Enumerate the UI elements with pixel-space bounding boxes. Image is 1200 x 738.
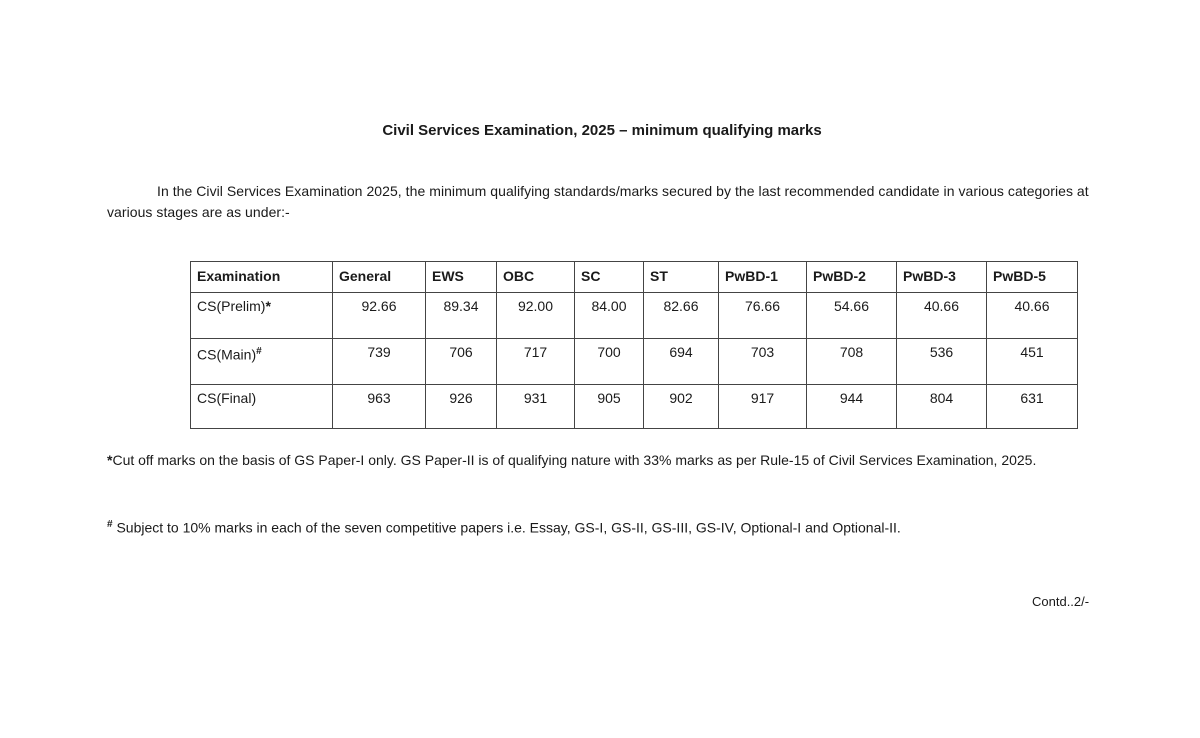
document-title: Civil Services Examination, 2025 – minim…: [382, 122, 822, 139]
column-header: PwBD-5: [986, 261, 1078, 293]
table-row: CS(Main)# 739 706 717 700 694 703 708 536 451: [190, 338, 1078, 385]
value-cell: 54.66: [806, 292, 897, 339]
row-label-cell: CS(Main)#: [190, 338, 333, 385]
column-header: SC: [574, 261, 644, 293]
value-cell: 717: [496, 338, 575, 385]
column-header: Examination: [190, 261, 333, 293]
value-cell: 40.66: [986, 292, 1078, 339]
value-cell: 694: [643, 338, 719, 385]
value-cell: 739: [332, 338, 426, 385]
value-cell: 703: [718, 338, 807, 385]
main-footnote: # Subject to 10% marks in each of the se…: [107, 514, 1107, 539]
footnote-mark: #: [256, 346, 262, 357]
main-footnote-text: Subject to 10% marks in each of the seve…: [112, 519, 901, 536]
value-cell: 963: [332, 384, 426, 429]
value-cell: 451: [986, 338, 1078, 385]
row-label-cell: CS(Final): [190, 384, 333, 429]
asterisk-mark: *: [107, 452, 113, 468]
prelim-footnote-text: Cut off marks on the basis of GS Paper-I…: [112, 452, 1037, 468]
table-row: CS(Prelim)* 92.66 89.34 92.00 84.00 82.66 76.6…: [190, 292, 1078, 339]
row-label: CS(Final): [197, 390, 257, 406]
value-cell: 40.66: [896, 292, 987, 339]
continued-label: Contd..2/-: [1032, 594, 1090, 609]
column-header: OBC: [496, 261, 575, 293]
value-cell: 706: [425, 338, 497, 385]
row-label: CS(Prelim): [197, 298, 266, 314]
column-header: EWS: [425, 261, 497, 293]
value-cell: 902: [643, 384, 719, 429]
value-cell: 76.66: [718, 292, 807, 339]
value-cell: 92.00: [496, 292, 575, 339]
row-label-cell: CS(Prelim)*: [190, 292, 333, 339]
value-cell: 82.66: [643, 292, 719, 339]
hash-mark: #: [107, 519, 113, 530]
column-header: PwBD-2: [806, 261, 897, 293]
value-cell: 631: [986, 384, 1078, 429]
value-cell: 926: [425, 384, 497, 429]
table-row: CS(Final) 963 926 931 905 902 917 944 804 631: [190, 384, 1078, 429]
value-cell: 89.34: [425, 292, 497, 339]
column-header: PwBD-3: [896, 261, 987, 293]
column-header: PwBD-1: [718, 261, 807, 293]
row-label: CS(Main): [197, 346, 257, 363]
value-cell: 708: [806, 338, 897, 385]
intro-paragraph: In the Civil Services Examination 2025, …: [107, 183, 1089, 220]
value-cell: 700: [574, 338, 644, 385]
value-cell: 944: [806, 384, 897, 429]
column-header: General: [332, 261, 426, 293]
value-cell: 804: [896, 384, 987, 429]
footnote-mark: *: [265, 298, 271, 314]
value-cell: 931: [496, 384, 575, 429]
value-cell: 536: [896, 338, 987, 385]
qualifying-marks-table: Examination General EWS OBC SC ST PwBD-1 PwBD-2…: [190, 261, 1078, 429]
value-cell: 92.66: [332, 292, 426, 339]
table-header-row: Examination General EWS OBC SC ST PwBD-1 PwBD-2…: [190, 261, 1078, 293]
value-cell: 84.00: [574, 292, 644, 339]
prelim-footnote: *Cut off marks on the basis of GS Paper-…: [107, 450, 1107, 471]
value-cell: 917: [718, 384, 807, 429]
column-header: ST: [643, 261, 719, 293]
value-cell: 905: [574, 384, 644, 429]
